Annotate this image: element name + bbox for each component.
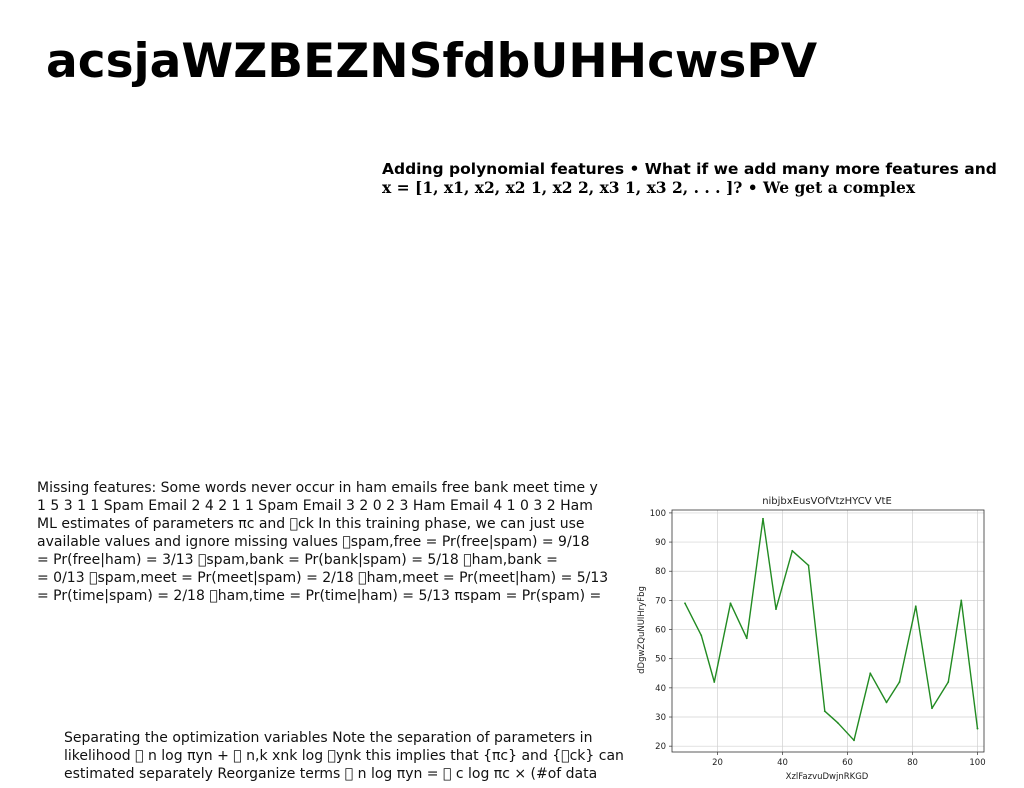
data-point [836, 721, 839, 724]
y-tick-label: 50 [655, 655, 666, 665]
y-tick-label: 100 [650, 509, 666, 519]
x-tick-label: 20 [712, 758, 723, 768]
data-point [775, 608, 777, 611]
data-point [700, 634, 703, 637]
paragraph-line: estimated separately Reorganize terms   … [64, 766, 598, 782]
data-point [745, 637, 748, 640]
paragraph-line: available values and ignore missing valu… [37, 534, 590, 550]
data-point [853, 739, 855, 742]
y-tick-label: 70 [655, 596, 666, 606]
data-point [976, 727, 979, 730]
heading-line-2: x = [1, x1, x2, x2 1, x2 2, x3 1, x3 2, … [382, 177, 916, 197]
slide-heading: Adding polynomial features • What if we … [382, 160, 1022, 197]
line-chart: nibjbxEusVOfVtzHYCV VtE XzlFazvuDwjnRKGD… [632, 490, 992, 785]
y-axis-label: dDgwZQuNUlHryFbg [637, 586, 647, 674]
separating-variables-paragraph: Separating the optimization variables No… [64, 729, 624, 783]
x-tick-label: 40 [777, 758, 788, 768]
data-point [947, 681, 950, 683]
series-line [684, 518, 979, 742]
paragraph-line: Missing features: Some words never occur… [37, 480, 598, 496]
data-point [914, 605, 917, 608]
data-point [713, 681, 716, 683]
page-title: acsjaWZBEZNSfdbUHHcwsPV [46, 34, 818, 89]
chart-canvas: nibjbxEusVOfVtzHYCV VtE XzlFazvuDwjnRKGD… [637, 496, 986, 782]
x-tick-label: 80 [907, 758, 918, 768]
data-point [931, 707, 933, 710]
missing-features-paragraph: Missing features: Some words never occur… [37, 479, 608, 605]
data-point [791, 549, 794, 552]
x-axis-label: XzlFazvuDwjnRKGD [786, 772, 869, 782]
paragraph-line: ML estimates of parameters πc and  ck In… [37, 516, 585, 532]
paragraph-line: = 0/13  spam,meet = Pr(meet|spam) = 2/18… [37, 570, 609, 586]
paragraph-line: = Pr(time|spam) = 2/18  ham,time = Pr(ti… [37, 588, 602, 604]
data-point [762, 517, 764, 520]
y-tick-label: 80 [655, 567, 666, 577]
data-point [807, 564, 810, 567]
plot-frame [671, 509, 985, 753]
x-tick-label: 100 [969, 758, 985, 768]
y-tick-label: 20 [655, 742, 666, 752]
chart-title: nibjbxEusVOfVtzHYCV VtE [762, 496, 892, 507]
paragraph-line: = Pr(free|ham) = 3/13  spam,bank = Pr(ba… [37, 552, 558, 568]
paragraph-line: likelihood   n log πyn +   n,k xnk log  … [64, 748, 624, 764]
y-tick-label: 60 [655, 626, 666, 636]
chart-series [684, 517, 979, 742]
chart-grid [672, 510, 984, 752]
data-point [869, 672, 872, 675]
data-point [684, 602, 686, 605]
y-tick-label: 90 [655, 538, 666, 548]
data-point [729, 602, 732, 605]
paragraph-line: Separating the optimization variables No… [64, 730, 593, 746]
chart-ticks: 20 40 60 80 100 20 30 40 50 60 70 80 90 100 [650, 509, 986, 768]
y-tick-label: 40 [655, 684, 666, 694]
data-point [885, 701, 888, 704]
data-point [823, 710, 826, 713]
data-point [898, 681, 901, 683]
paragraph-line: 1 5 3 1 1 Spam Email 2 4 2 1 1 Spam Emai… [37, 498, 593, 514]
heading-line-1: Adding polynomial features • What if we … [382, 160, 997, 178]
y-tick-label: 30 [655, 713, 666, 723]
x-tick-label: 60 [842, 758, 853, 768]
data-point [960, 599, 963, 602]
